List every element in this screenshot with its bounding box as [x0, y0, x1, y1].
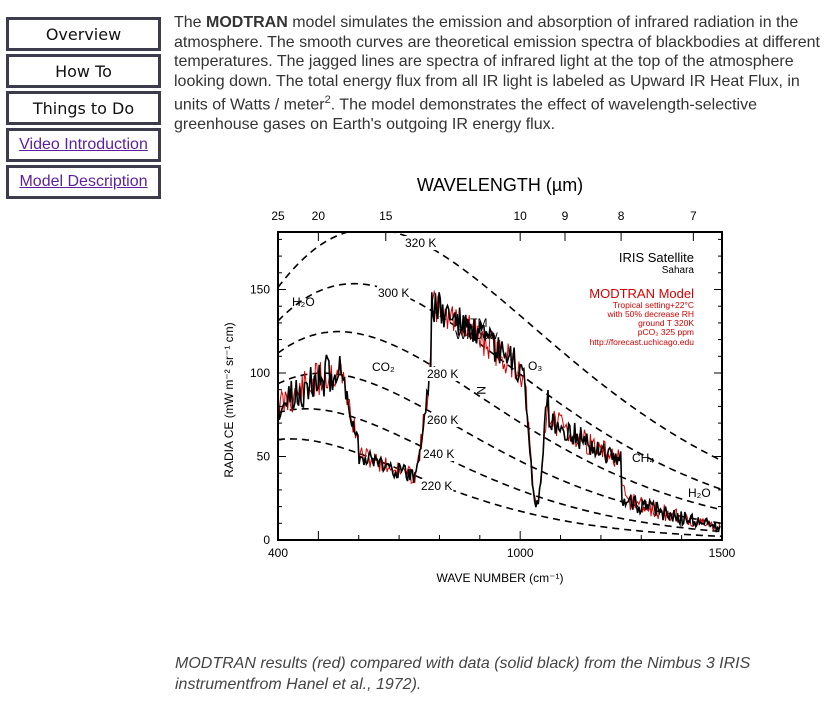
legend-line: http://forecast.uchicago.edu [590, 337, 695, 347]
video-introduction-link[interactable]: Video Introduction [6, 128, 161, 162]
legend-iris: IRIS Satellite [619, 250, 694, 265]
x-tick-label: 400 [268, 546, 288, 560]
radiance-axis-title: RADIA CE (mW m⁻² sr⁻¹ cm) [222, 322, 236, 477]
blackbody-curve-280k [278, 330, 722, 511]
h2o-label: H₂O [292, 295, 315, 309]
x-tick-label: 1000 [507, 546, 534, 560]
curve-label: 300 K [378, 286, 409, 300]
y-tick-label: 150 [250, 283, 270, 297]
top-tick-label: 25 [271, 209, 285, 223]
legend-line: Tropical setting+22°C [613, 300, 694, 310]
legend-line: pCO₂ 325 ppm [638, 327, 694, 337]
window-label: Window [455, 328, 498, 342]
superscript: 2 [324, 94, 331, 106]
things-to-do-button[interactable]: Things to Do [6, 91, 161, 125]
y-tick-label: 0 [263, 533, 270, 547]
top-tick-label: 15 [379, 209, 393, 223]
y-tick-label: 50 [257, 450, 271, 464]
side-nav: Overview How To Things to Do Video Intro… [6, 17, 161, 202]
co2-label: CO₂ [372, 360, 395, 374]
intro-paragraph: The MODTRAN model simulates the emission… [174, 13, 824, 134]
model-description-link[interactable]: Model Description [6, 165, 161, 199]
modtran-bold: MODTRAN [206, 14, 288, 31]
curve-label: 280 K [427, 367, 458, 381]
y-tick-label: 100 [250, 366, 270, 380]
wavenumber-axis-title: WAVE NUMBER (cm⁻¹) [437, 571, 564, 585]
curve-label: 260 K [427, 413, 458, 427]
figure-caption: MODTRAN results (red) compared with data… [175, 655, 751, 693]
blackbody-curve-220k [278, 438, 722, 538]
intro-text: . The model demonstrates the effect of w… [174, 96, 757, 133]
legend-line: ground T 320K [638, 318, 694, 328]
legend-modtran: MODTRAN Model [589, 286, 694, 301]
x-tick-label: 1500 [709, 546, 736, 560]
top-tick-label: 8 [618, 209, 625, 223]
legend-sahara: Sahara [662, 265, 695, 276]
how-to-button[interactable]: How To [6, 54, 161, 88]
n-label: N [474, 386, 488, 395]
curve-label: 240 K [423, 447, 454, 461]
curve-label: 320 K [405, 236, 436, 250]
atm-label: ATM [463, 316, 487, 330]
top-tick-label: 9 [562, 209, 569, 223]
legend-line: with 50% decrease RH [607, 309, 694, 319]
curve-label: 220 K [421, 479, 452, 493]
intro-text: The [174, 14, 207, 31]
blackbody-curve-240k [278, 408, 722, 533]
top-tick-label: 7 [690, 209, 697, 223]
wavelength-axis-title: WAVELENGTH (µm) [417, 175, 583, 195]
intro-text: model simulates the emission and absorpt… [174, 14, 820, 114]
o3-label: O₃ [528, 359, 542, 373]
ch4-label: CH₄ [632, 451, 654, 465]
top-tick-label: 10 [514, 209, 528, 223]
plot-frame [277, 231, 723, 541]
top-tick-label: 20 [312, 209, 326, 223]
overview-button[interactable]: Overview [6, 17, 161, 51]
h2o-right-label: H₂O [688, 486, 711, 500]
iris-data-spectrum [278, 292, 721, 534]
blackbody-curve-260k [278, 372, 722, 525]
